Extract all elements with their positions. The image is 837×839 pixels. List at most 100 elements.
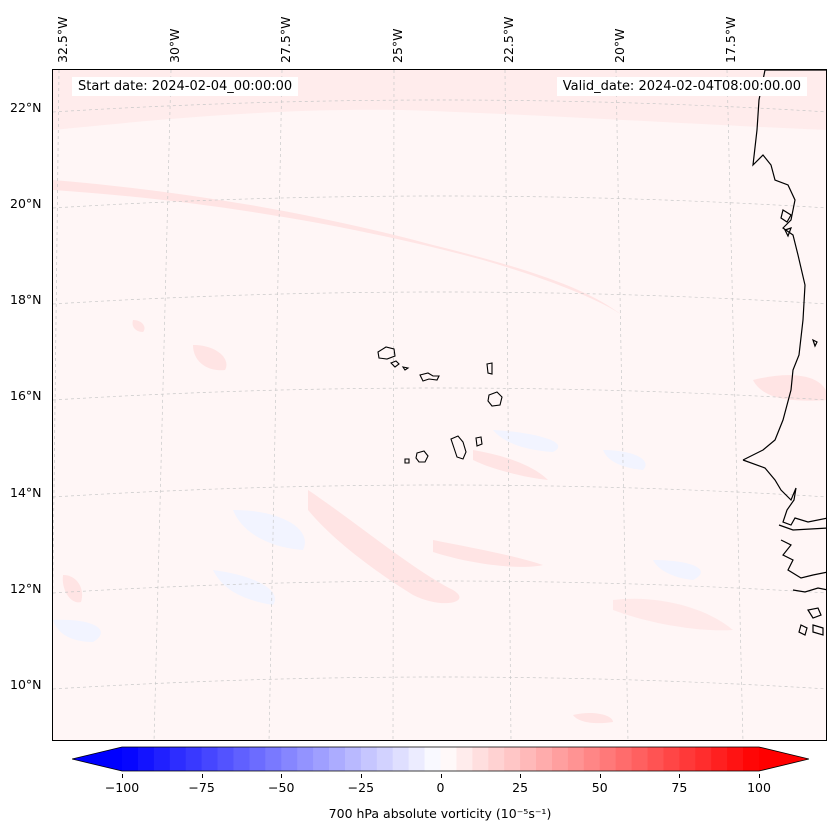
meridian-25w bbox=[392, 70, 395, 740]
colorbar-extend-max bbox=[759, 747, 809, 771]
colorbar-tick-mark bbox=[201, 774, 203, 778]
island-santa-luzia bbox=[401, 366, 410, 371]
colorbar-segment bbox=[169, 747, 187, 771]
colorbar-segment bbox=[679, 747, 696, 771]
colorbar-tick-label: 75 bbox=[671, 780, 688, 795]
island-maio bbox=[475, 436, 483, 447]
colorbar-segment bbox=[488, 747, 505, 771]
colorbar-tick-label: 50 bbox=[591, 780, 608, 795]
neg-patch-4 bbox=[53, 619, 101, 642]
neg-patch-6 bbox=[653, 560, 701, 580]
vorticity-band-north bbox=[53, 180, 628, 320]
neg-patch-1 bbox=[233, 510, 305, 550]
colorbar-segment bbox=[727, 747, 744, 771]
coast-gambia bbox=[778, 524, 826, 531]
colorbar-tick-label: 100 bbox=[747, 780, 771, 795]
colorbar-segment bbox=[711, 747, 728, 771]
vorticity-patch-west bbox=[193, 345, 227, 371]
bissagos-isles bbox=[798, 607, 824, 636]
island-north-2 bbox=[784, 227, 793, 238]
meridian-30w bbox=[153, 70, 172, 740]
meridian-22-5w bbox=[504, 70, 512, 740]
colorbar-tick-mark bbox=[679, 774, 681, 778]
colorbar-tick-mark bbox=[360, 774, 362, 778]
cabo-verde-islands bbox=[377, 346, 503, 464]
island-east bbox=[811, 338, 818, 348]
start-date-label: Start date: 2024-02-04_00:00:00 bbox=[72, 77, 299, 96]
negative-vorticity-patches bbox=[53, 430, 701, 642]
colorbar-segment bbox=[281, 747, 298, 771]
vorticity-patch-center bbox=[433, 540, 543, 567]
parallel-18n bbox=[53, 291, 826, 305]
graticule bbox=[53, 70, 826, 740]
colorbar-tick-label: 0 bbox=[436, 780, 445, 795]
colorbar-tick-mark bbox=[520, 774, 522, 778]
colorbar-extend-min bbox=[72, 747, 122, 771]
colorbar-segment bbox=[376, 747, 394, 771]
coast-south bbox=[792, 587, 826, 593]
map-panel[interactable] bbox=[52, 69, 827, 741]
island-sal bbox=[486, 362, 493, 375]
longitude-label: 17.5°W bbox=[723, 16, 738, 63]
colorbar-segment bbox=[233, 747, 250, 771]
map-canvas bbox=[53, 70, 826, 740]
colorbar-tick-mark bbox=[599, 774, 601, 778]
longitude-label: 25°W bbox=[390, 28, 405, 63]
neg-patch-2 bbox=[213, 570, 275, 605]
valid-date-label: Valid_date: 2024-02-04T08:00:00.00 bbox=[556, 77, 807, 96]
colorbar-segment bbox=[647, 747, 665, 771]
neg-patch-3 bbox=[493, 430, 559, 452]
island-north-1 bbox=[780, 209, 792, 223]
latitude-label: 10°N bbox=[10, 677, 42, 692]
colorbar-segment bbox=[456, 747, 473, 771]
colorbar-segment bbox=[551, 747, 569, 771]
vorticity-patch-mid bbox=[473, 450, 548, 480]
vorticity-patch-sw bbox=[62, 575, 83, 603]
vorticity-band-south bbox=[308, 490, 460, 604]
colorbar-segment bbox=[615, 747, 633, 771]
colorbar-graphic bbox=[71, 746, 810, 772]
island-santo-antao bbox=[377, 346, 396, 360]
meridian-20w bbox=[615, 70, 629, 740]
colorbar bbox=[71, 745, 810, 773]
colorbar-segment bbox=[695, 747, 712, 771]
island-fogo bbox=[415, 450, 429, 463]
colorbar-segment bbox=[536, 747, 553, 771]
meridian-17-5w bbox=[726, 70, 744, 740]
colorbar-tick-label: −100 bbox=[104, 780, 140, 795]
colorbar-segment bbox=[583, 747, 601, 771]
island-boa-vista bbox=[487, 391, 503, 407]
colorbar-segment bbox=[408, 747, 426, 771]
colorbar-segment bbox=[329, 747, 346, 771]
longitude-label: 32.5°W bbox=[55, 16, 70, 63]
latitude-label: 22°N bbox=[10, 100, 42, 115]
colorbar-segment bbox=[504, 747, 521, 771]
colorbar-segment bbox=[265, 747, 282, 771]
colorbar-segment bbox=[360, 747, 378, 771]
meridian-27-5w bbox=[268, 70, 283, 740]
latitude-label: 12°N bbox=[10, 581, 42, 596]
colorbar-segment bbox=[344, 747, 362, 771]
colorbar-tick-mark bbox=[440, 774, 442, 778]
colorbar-tick-label: 25 bbox=[512, 780, 529, 795]
meridian-32-5w bbox=[53, 70, 60, 604]
parallel-12n bbox=[53, 580, 826, 594]
colorbar-tick-mark bbox=[122, 774, 123, 778]
latitude-label: 18°N bbox=[10, 292, 42, 307]
colorbar-segment bbox=[599, 747, 617, 771]
colorbar-tick-label: −75 bbox=[188, 780, 215, 795]
coast-senegal bbox=[742, 459, 826, 526]
colorbar-segment bbox=[217, 747, 235, 771]
vorticity-patch-se bbox=[613, 598, 733, 631]
vorticity-patch-east bbox=[753, 375, 826, 401]
colorbar-segment bbox=[297, 747, 314, 771]
colorbar-segment bbox=[743, 747, 760, 771]
vorticity-patch-nw bbox=[132, 320, 145, 332]
colorbar-segment bbox=[122, 747, 139, 771]
latitude-label: 16°N bbox=[10, 388, 42, 403]
neg-patch-5 bbox=[603, 450, 646, 470]
parallel-20n bbox=[53, 195, 826, 209]
colorbar-label: 700 hPa absolute vorticity (10⁻⁵s⁻¹) bbox=[328, 806, 552, 821]
coast-guinea-bissau bbox=[780, 539, 826, 579]
colorbar-tick-mark bbox=[281, 774, 283, 778]
